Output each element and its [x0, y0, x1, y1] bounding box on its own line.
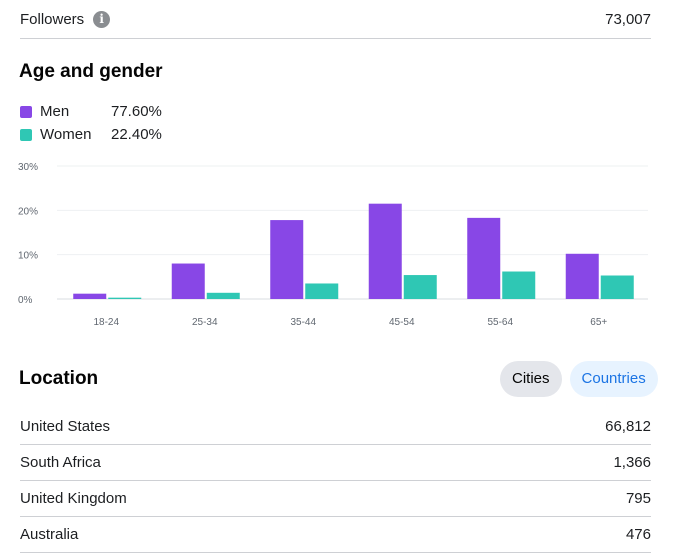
- location-row: South Africa 1,366: [20, 445, 651, 481]
- bar-men-45-54[interactable]: [368, 203, 402, 299]
- age-gender-bar-chart: 0% 10% 20% 30% 18-24 25-34 35-44 45-54 55-64 65+: [18, 162, 648, 328]
- followers-label: Followers: [20, 10, 85, 28]
- legend-label-women: Women: [40, 126, 92, 143]
- legend-swatch-women: [20, 128, 32, 141]
- x-tick-label: 25-34: [192, 317, 218, 328]
- location-tabs: Cities Countries: [500, 361, 658, 397]
- followers-count: 73,007: [605, 10, 651, 28]
- bar-women-45-54[interactable]: [403, 275, 437, 299]
- tab-countries[interactable]: Countries: [569, 361, 658, 397]
- tab-cities[interactable]: Cities: [500, 361, 562, 397]
- bar-men-35-44[interactable]: [270, 220, 304, 299]
- legend-item-men: Men 77.60%: [20, 100, 162, 123]
- bar-men-18-24[interactable]: [73, 293, 107, 299]
- y-tick-label: 10%: [18, 251, 38, 262]
- location-name: Australia: [20, 526, 79, 543]
- location-count: 1,366: [613, 454, 651, 471]
- legend-percent-women: 22.40%: [111, 126, 162, 143]
- location-list: United States 66,812 South Africa 1,366 …: [20, 409, 651, 553]
- y-tick-label: 30%: [18, 162, 38, 173]
- bar-men-25-34[interactable]: [171, 263, 205, 299]
- location-row: United Kingdom 795: [20, 481, 651, 517]
- bar-women-35-44[interactable]: [305, 283, 339, 299]
- location-count: 66,812: [605, 418, 651, 435]
- y-tick-label: 0%: [18, 295, 33, 306]
- x-tick-label: 18-24: [93, 317, 119, 328]
- location-count: 795: [625, 490, 651, 507]
- age-gender-title: Age and gender: [19, 61, 163, 82]
- location-name: United States: [20, 418, 111, 435]
- x-tick-label: 55-64: [487, 317, 513, 328]
- bar-men-65+[interactable]: [565, 253, 599, 299]
- followers-row: Followers i 73,007: [20, 0, 651, 39]
- location-title: Location: [19, 368, 99, 389]
- location-name: South Africa: [20, 454, 101, 471]
- bar-women-65+[interactable]: [600, 275, 634, 299]
- info-icon[interactable]: i: [93, 10, 111, 28]
- location-row: Australia 476: [20, 517, 651, 553]
- bar-women-25-34[interactable]: [206, 292, 240, 299]
- age-gender-legend: Men 77.60% Women 22.40%: [20, 100, 162, 146]
- bar-men-55-64[interactable]: [467, 217, 501, 299]
- x-tick-label: 45-54: [389, 317, 415, 328]
- location-row: United States 66,812: [20, 409, 651, 445]
- location-count: 476: [625, 526, 651, 543]
- legend-percent-men: 77.60%: [111, 103, 162, 120]
- y-tick-label: 20%: [18, 206, 38, 217]
- legend-swatch-men: [20, 105, 32, 118]
- bar-women-18-24[interactable]: [108, 297, 142, 299]
- legend-item-women: Women 22.40%: [20, 123, 162, 146]
- x-tick-label: 35-44: [290, 317, 316, 328]
- bar-women-55-64[interactable]: [502, 271, 536, 299]
- x-tick-label: 65+: [590, 317, 607, 328]
- location-name: United Kingdom: [20, 490, 127, 507]
- followers-label-group: Followers i: [20, 10, 111, 28]
- legend-label-men: Men: [40, 103, 70, 120]
